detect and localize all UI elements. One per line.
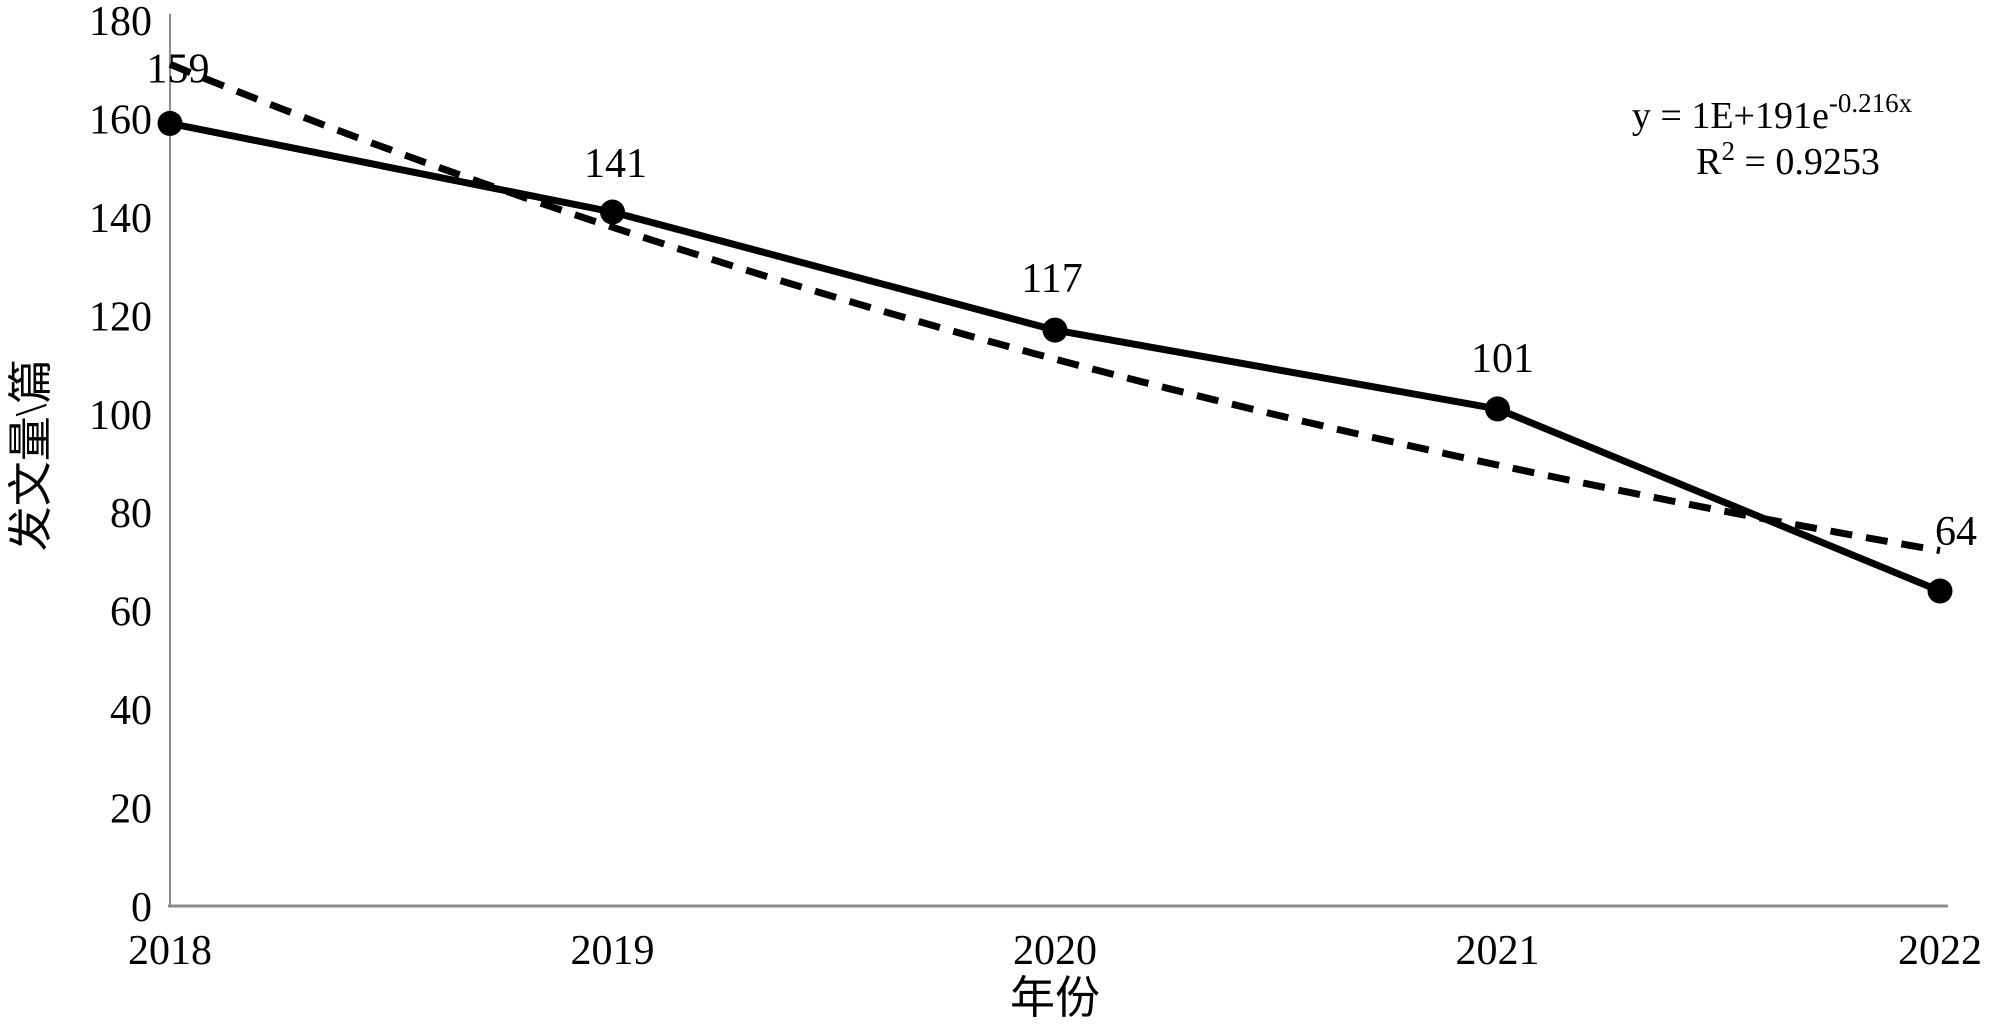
trendline-dashed: [168, 61, 1941, 555]
r2-superscript: 2: [1721, 136, 1735, 166]
y-tick-label: 40: [110, 688, 152, 734]
x-tick-label: 2019: [571, 928, 655, 974]
x-axis-title: 年份: [1010, 973, 1100, 1023]
data-point-label: 64: [1935, 509, 1977, 555]
x-tick-label: 2020: [1013, 928, 1097, 974]
data-point-label: 101: [1471, 336, 1534, 382]
equation-base: y = 1E+191e: [1632, 95, 1829, 137]
y-tick-label: 120: [89, 294, 152, 340]
data-point-marker: [1042, 317, 1068, 343]
y-tick-label: 100: [89, 393, 152, 439]
equation-exponent: -0.216x: [1829, 88, 1913, 118]
data-point-label: 117: [1021, 256, 1082, 302]
plot-series: [157, 61, 1953, 604]
trendline-equation: y = 1E+191e-0.216x: [1632, 88, 1913, 137]
data-point-marker: [1485, 396, 1510, 422]
x-axis-tick-labels: 2018 2019 2020 2021 2022: [128, 928, 1982, 974]
data-point-marker: [157, 110, 183, 136]
data-point-marker: [600, 199, 625, 225]
data-series-line: [169, 119, 1942, 595]
y-tick-label: 80: [110, 491, 152, 537]
x-tick-label: 2018: [128, 928, 212, 974]
y-tick-label: 20: [110, 787, 152, 833]
r2-base: R: [1696, 141, 1722, 183]
data-point-label: 159: [147, 46, 210, 92]
y-axis-title: 发文量\篇: [6, 359, 56, 552]
x-tick-label: 2022: [1898, 928, 1982, 974]
data-point-labels: 159 141 117 101 64: [147, 46, 1978, 555]
y-tick-label: 180: [89, 0, 152, 45]
r2-value: = 0.9253: [1735, 141, 1880, 183]
data-point-label: 141: [584, 141, 647, 187]
y-tick-label: 0: [131, 885, 152, 931]
y-tick-label: 60: [110, 590, 152, 636]
y-axis-tick-labels: 0 20 40 60 80 100 120 140 160 180: [89, 0, 152, 931]
data-point-marker: [1927, 578, 1953, 604]
y-tick-label: 140: [89, 196, 152, 242]
r-squared-label: R2 = 0.9253: [1696, 136, 1880, 183]
y-tick-label: 160: [89, 97, 152, 143]
x-tick-label: 2021: [1456, 928, 1540, 974]
